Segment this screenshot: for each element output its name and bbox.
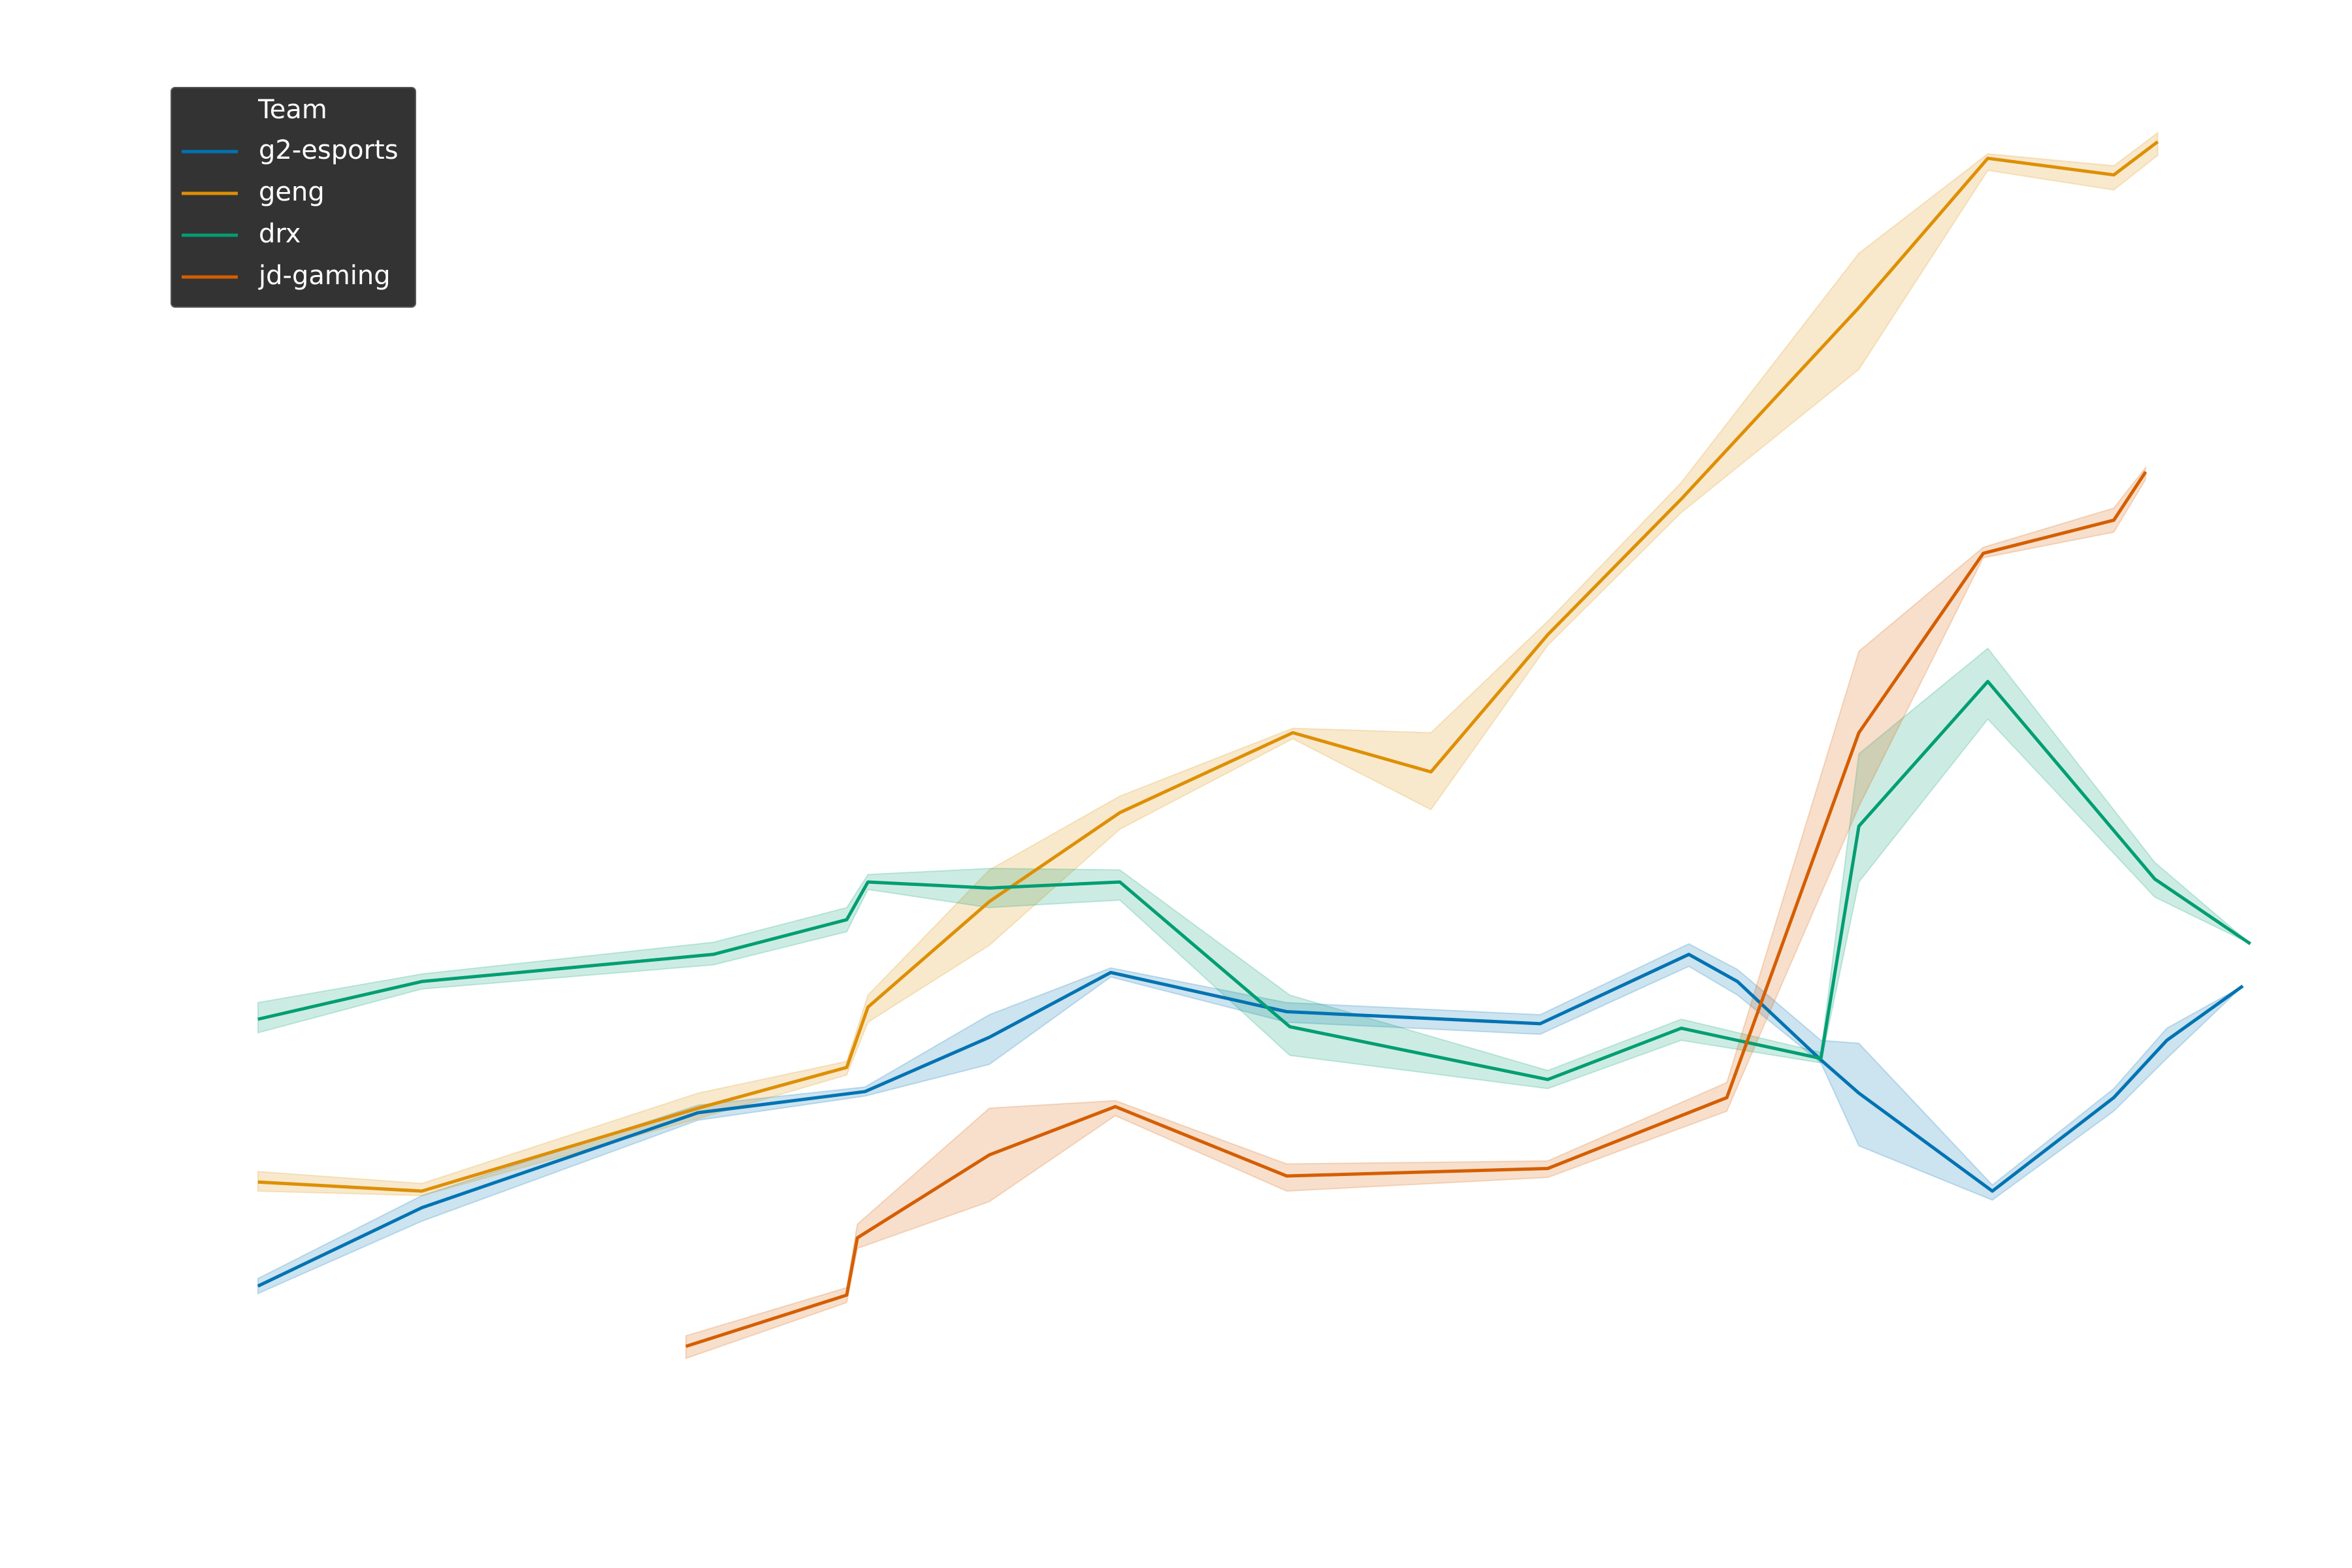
- legend-label: drx: [259, 219, 301, 249]
- legend-box: [171, 87, 416, 308]
- legend-label: g2-esports: [259, 135, 399, 165]
- series-line: [257, 953, 2244, 1288]
- series-line: [685, 470, 2148, 1348]
- series-line: [257, 679, 2251, 1081]
- legend: Team g2-esports geng drx jd-gaming: [171, 87, 416, 308]
- confidence-band: [257, 647, 2251, 1090]
- series-line: [257, 140, 2159, 1193]
- confidence-band: [257, 131, 2159, 1197]
- confidence-band: [685, 465, 2147, 1360]
- legend-label: jd-gaming: [258, 261, 391, 291]
- legend-label: geng: [259, 177, 325, 207]
- plot-area: [257, 131, 2251, 1360]
- confidence-band: [257, 943, 2244, 1295]
- legend-title: Team: [257, 95, 327, 125]
